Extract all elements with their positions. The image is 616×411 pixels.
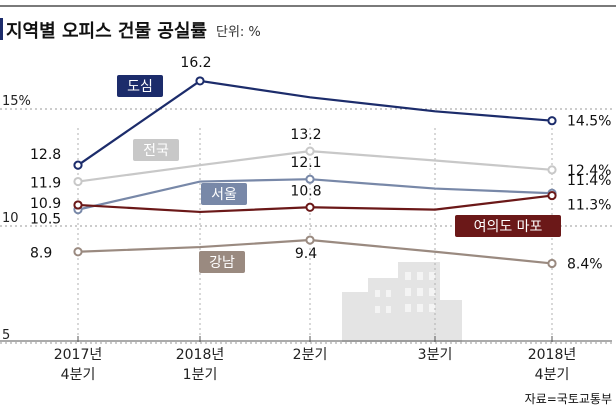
y-tick-label: 15%: [2, 94, 31, 109]
data-label: 8.9: [30, 246, 52, 262]
series-name-label: 서울: [211, 187, 237, 203]
x-tick-label: 3분기: [418, 347, 453, 363]
data-point: [73, 160, 83, 170]
x-tick-label: 1분기: [183, 367, 218, 383]
data-label: 10.5: [30, 212, 61, 228]
data-point: [547, 116, 557, 126]
series-name-tag: [455, 215, 561, 237]
data-point: [547, 190, 557, 201]
x-tick-label: 4분기: [535, 367, 570, 383]
chart-title: 지역별 오피스 건물 공실률: [6, 21, 207, 42]
building-windows: [375, 272, 435, 313]
data-point: [305, 202, 315, 212]
data-label: 12.4%: [567, 163, 611, 179]
data-label: 12.1: [290, 155, 321, 171]
x-tick-label: 2018년: [176, 347, 225, 363]
data-point: [73, 200, 83, 210]
data-point: [195, 76, 205, 86]
data-label: 10.8: [290, 183, 321, 199]
building-silhouette-icon: [342, 262, 462, 342]
title-accent-bar: [0, 18, 3, 40]
data-label: 12.8: [30, 147, 61, 163]
data-point: [305, 235, 315, 245]
data-label: 14.5%: [567, 114, 611, 130]
series-name-label: 도심: [127, 79, 153, 95]
series-name-label: 강남: [209, 255, 235, 271]
x-tick-label: 2017년: [54, 347, 103, 363]
data-label: 16.2: [180, 55, 211, 71]
series-name-label: 여의도 마포: [474, 219, 543, 235]
y-tick-label: 10: [2, 211, 19, 226]
unit-label: 단위: %: [216, 25, 261, 40]
x-tick-label: 2분기: [293, 347, 328, 363]
series-name-tag: [201, 183, 247, 205]
data-point: [547, 258, 557, 269]
series-name-label: 전국: [143, 143, 169, 159]
data-point: [305, 146, 315, 156]
source-label: 자료=국토교통부: [525, 392, 612, 406]
data-point: [305, 174, 315, 184]
data-label: 8.4%: [567, 256, 603, 272]
x-tick-label: 4분기: [61, 367, 96, 383]
data-point: [73, 247, 83, 257]
data-point: [73, 176, 83, 187]
series-name-tag: [199, 251, 245, 273]
data-label: 11.4%: [567, 173, 611, 189]
data-label: 9.4: [295, 246, 317, 262]
series-name-tag: [117, 75, 163, 97]
data-label: 11.3%: [567, 198, 611, 214]
series-name-tag: [133, 139, 179, 161]
x-tick-label: 2018년: [528, 347, 577, 363]
series-line: [77, 79, 553, 167]
data-point: [547, 165, 557, 175]
y-tick-label: 5: [2, 328, 10, 343]
data-label: 13.2: [290, 127, 321, 143]
data-label: 11.9: [30, 176, 61, 192]
data-label: 10.9: [30, 196, 61, 212]
